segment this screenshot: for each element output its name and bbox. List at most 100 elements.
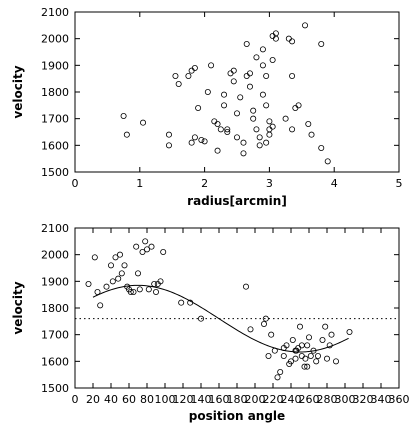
data-point <box>233 134 240 141</box>
data-point <box>108 262 115 269</box>
data-point <box>112 254 119 261</box>
data-point <box>302 22 309 29</box>
data-point <box>221 102 228 109</box>
data-point <box>274 374 281 381</box>
data-point <box>188 67 195 74</box>
x-tick-label: 340 <box>371 393 392 406</box>
data-point <box>313 358 320 365</box>
data-point <box>324 158 331 165</box>
data-point <box>282 115 289 122</box>
data-point <box>134 270 141 277</box>
data-point <box>198 136 205 143</box>
data-point <box>214 147 221 154</box>
data-point <box>227 70 234 77</box>
data-point <box>287 358 294 365</box>
data-point <box>265 352 272 359</box>
data-point <box>230 78 237 85</box>
y-tick-label: 1500 <box>41 382 69 395</box>
data-point <box>263 139 270 146</box>
y-tick-label: 2000 <box>41 249 69 262</box>
plot-frame <box>74 227 400 389</box>
data-point <box>127 288 134 295</box>
x-axis-title: position angle <box>189 409 285 423</box>
data-point <box>277 368 284 375</box>
x-tick-label: 3 <box>266 177 273 190</box>
data-point <box>289 38 296 45</box>
data-point <box>250 107 257 114</box>
data-point <box>230 67 237 74</box>
data-point <box>262 315 269 322</box>
data-point <box>332 358 339 365</box>
data-point <box>136 286 143 293</box>
data-point <box>246 83 253 90</box>
x-tick-label: 40 <box>104 393 118 406</box>
x-tick-label: 0 <box>72 393 79 406</box>
data-point <box>328 331 335 338</box>
x-tick-label: 140 <box>191 393 212 406</box>
x-tick-label: 200 <box>245 393 266 406</box>
data-point <box>185 73 192 80</box>
data-point <box>271 347 278 354</box>
data-point <box>260 320 267 327</box>
data-point <box>304 363 311 370</box>
data-point <box>305 334 312 341</box>
data-point <box>103 283 110 290</box>
data-point <box>94 288 101 295</box>
data-point <box>201 138 208 145</box>
data-point <box>197 315 204 322</box>
y-tick-label: 1500 <box>41 166 69 179</box>
data-point <box>191 65 198 72</box>
data-point <box>224 126 231 133</box>
data-point <box>323 355 330 362</box>
data-point <box>117 251 124 258</box>
data-point <box>250 115 257 122</box>
x-axis-title: radius[arcmin] <box>187 194 287 208</box>
data-point <box>221 91 228 98</box>
data-point <box>305 121 312 128</box>
x-tick-label: 320 <box>353 393 374 406</box>
data-point <box>289 126 296 133</box>
data-point <box>266 118 273 125</box>
data-point <box>130 288 137 295</box>
data-point <box>143 246 150 253</box>
data-point <box>346 328 353 335</box>
data-point <box>121 262 128 269</box>
data-point <box>259 91 266 98</box>
data-point <box>85 280 92 287</box>
data-point <box>292 105 299 112</box>
data-point <box>152 288 159 295</box>
data-point <box>269 123 276 130</box>
data-point <box>175 81 182 88</box>
y-tick-label: 1800 <box>41 86 69 99</box>
data-point <box>280 352 287 359</box>
x-tick-label: 100 <box>155 393 176 406</box>
data-point <box>115 275 122 282</box>
x-tick-label: 4 <box>331 177 338 190</box>
data-point <box>148 243 155 250</box>
data-point <box>326 342 333 349</box>
data-point <box>269 33 276 40</box>
data-point <box>289 336 296 343</box>
sinusoid-fit-curve <box>92 284 349 353</box>
radius-velocity-panel: 0 1 2 3 4 5 1500 1600 1700 1800 1900 2000 2100 radius… <box>11 6 403 208</box>
x-tick-label: 20 <box>86 393 100 406</box>
y-tick-label: 1600 <box>41 355 69 368</box>
data-point <box>224 128 231 135</box>
data-point <box>240 150 247 157</box>
data-point <box>295 102 302 109</box>
x-tick-label: 5 <box>396 177 403 190</box>
data-point <box>178 299 185 306</box>
data-point <box>118 270 125 277</box>
y-tick-label: 1700 <box>41 329 69 342</box>
data-point <box>172 73 179 80</box>
data-point <box>263 102 270 109</box>
data-point <box>259 62 266 69</box>
plot-frame <box>74 11 400 173</box>
x-tick-label: 120 <box>173 393 194 406</box>
data-point <box>237 94 244 101</box>
data-point <box>310 347 317 354</box>
x-tick-label: 180 <box>227 393 248 406</box>
data-point <box>253 126 260 133</box>
data-point <box>302 355 309 362</box>
x-tick-label: 220 <box>263 393 284 406</box>
